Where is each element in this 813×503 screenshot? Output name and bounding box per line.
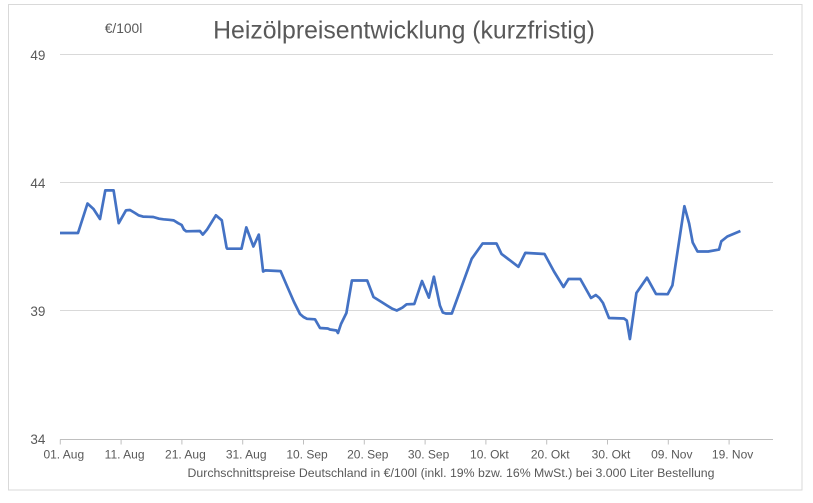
svg-text:20. Okt: 20. Okt [531, 448, 570, 462]
svg-text:11. Aug: 11. Aug [105, 448, 145, 462]
svg-text:34: 34 [30, 432, 46, 447]
svg-text:49: 49 [30, 48, 45, 63]
svg-text:10. Okt: 10. Okt [470, 448, 509, 462]
svg-text:21. Aug: 21. Aug [165, 448, 206, 462]
svg-text:30. Okt: 30. Okt [592, 448, 631, 462]
svg-text:Heizölpreisentwicklung (kurzfr: Heizölpreisentwicklung (kurzfristig) [213, 18, 595, 45]
svg-text:30. Sep: 30. Sep [408, 448, 450, 462]
svg-text:10. Sep: 10. Sep [286, 448, 328, 462]
svg-text:44: 44 [30, 176, 46, 191]
svg-text:09. Nov: 09. Nov [651, 448, 692, 462]
svg-text:01. Aug: 01. Aug [43, 448, 84, 462]
svg-text:20. Sep: 20. Sep [347, 448, 389, 462]
svg-text:31. Aug: 31. Aug [226, 448, 267, 462]
svg-text:Durchschnittspreise Deutschlan: Durchschnittspreise Deutschland in €/100… [188, 466, 715, 480]
svg-text:€/100l: €/100l [105, 21, 143, 36]
svg-text:19. Nov: 19. Nov [712, 448, 753, 462]
svg-text:39: 39 [30, 304, 45, 319]
